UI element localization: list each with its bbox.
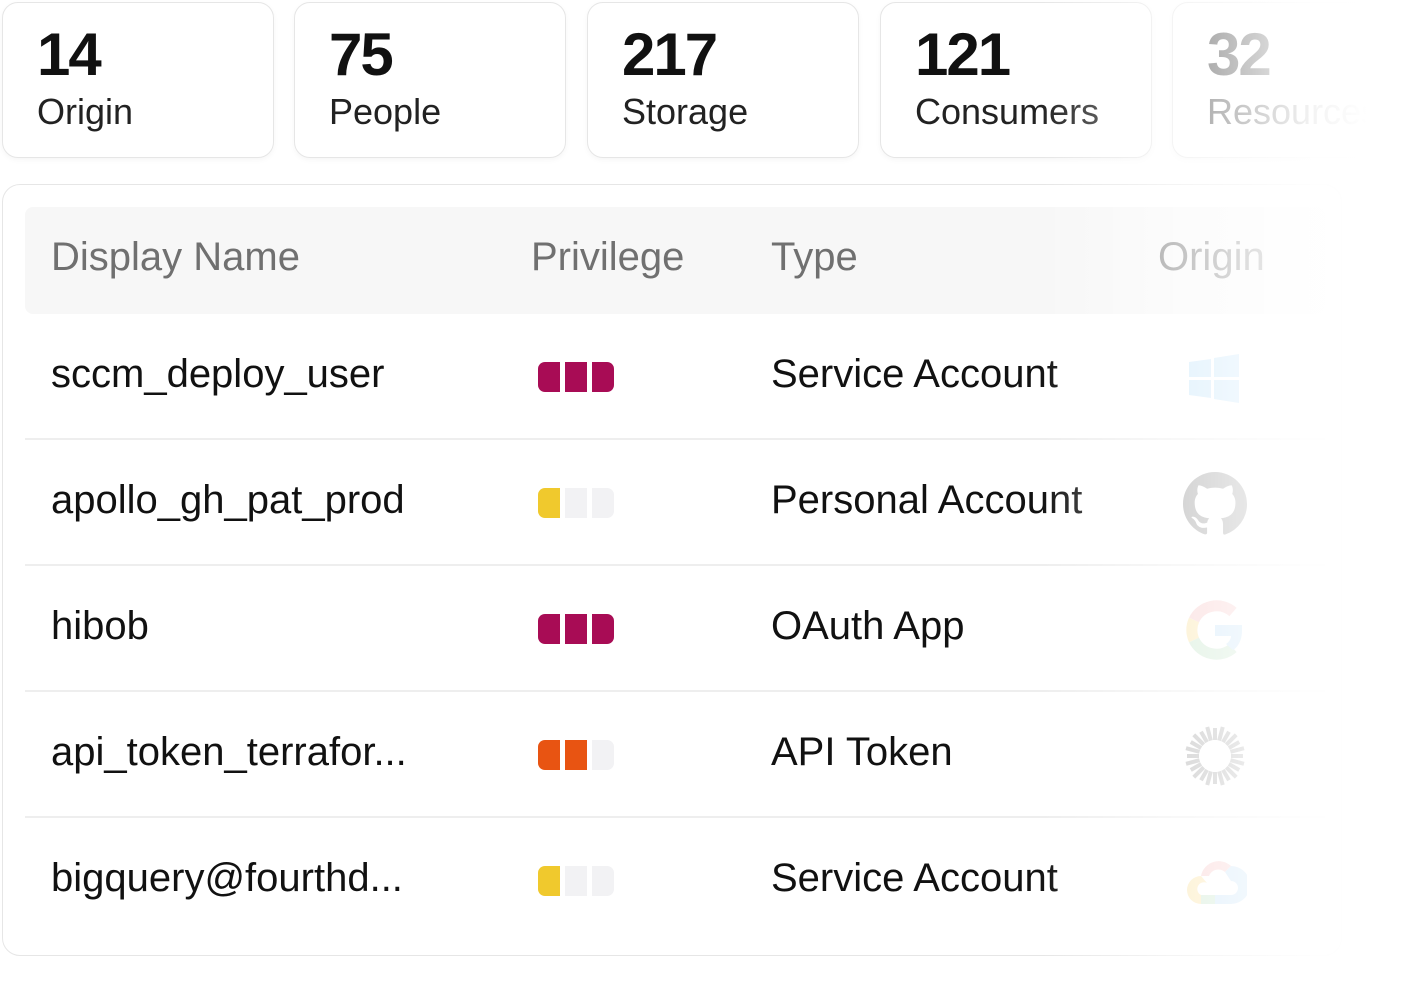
display-name[interactable]: apollo_gh_pat_prod — [51, 478, 405, 522]
privilege-segment — [592, 614, 614, 644]
stat-value: 32 — [1207, 21, 1272, 88]
table-row[interactable]: hibob OAuth App — [25, 566, 1325, 692]
privilege-segment — [538, 740, 560, 770]
privilege-indicator — [538, 740, 614, 770]
identities-table: Display Name Privilege Type Origin sccm_… — [2, 184, 1342, 956]
display-name[interactable]: bigquery@fourthd... — [51, 856, 403, 900]
privilege-segment — [538, 362, 560, 392]
header-display-name[interactable]: Display Name — [51, 235, 300, 279]
privilege-segment — [538, 866, 560, 896]
table-header: Display Name Privilege Type Origin — [25, 207, 1325, 314]
privilege-segment — [592, 866, 614, 896]
google-cloud-icon — [1183, 850, 1250, 914]
privilege-segment — [592, 740, 614, 770]
account-type: API Token — [771, 730, 953, 774]
account-type: Service Account — [771, 856, 1058, 900]
privilege-indicator — [538, 488, 614, 518]
stat-label: People — [329, 91, 442, 132]
privilege-segment — [565, 488, 587, 518]
table-row[interactable]: sccm_deploy_user Service Account — [25, 314, 1325, 440]
table-row[interactable]: apollo_gh_pat_prod Personal Account — [25, 440, 1325, 566]
table-row[interactable]: bigquery@fourthd... Service Account — [25, 818, 1325, 944]
privilege-segment — [592, 362, 614, 392]
privilege-indicator — [538, 614, 614, 644]
windows-icon — [1183, 346, 1247, 410]
stat-card-origin[interactable]: 14 Origin — [2, 2, 274, 158]
stat-card-consumers[interactable]: 121 Consumers — [880, 2, 1152, 158]
header-origin[interactable]: Origin — [1158, 235, 1265, 279]
stat-label: Origin — [37, 91, 134, 132]
stat-label: Resources — [1207, 91, 1380, 132]
stat-label: Storage — [622, 91, 749, 132]
privilege-segment — [565, 740, 587, 770]
google-icon — [1183, 598, 1247, 662]
display-name[interactable]: hibob — [51, 604, 149, 648]
stat-card-people[interactable]: 75 People — [294, 2, 566, 158]
stat-value: 121 — [915, 21, 1011, 88]
table-row[interactable]: api_token_terrafor... API Token — [25, 692, 1325, 818]
header-type[interactable]: Type — [771, 235, 858, 279]
stat-value: 14 — [37, 21, 102, 88]
account-type: OAuth App — [771, 604, 965, 648]
display-name[interactable]: sccm_deploy_user — [51, 352, 385, 396]
privilege-segment — [565, 362, 587, 392]
privilege-segment — [538, 488, 560, 518]
stat-value: 75 — [329, 21, 394, 88]
display-name[interactable]: api_token_terrafor... — [51, 730, 407, 774]
account-type: Service Account — [771, 352, 1058, 396]
privilege-indicator — [538, 362, 614, 392]
privilege-segment — [565, 614, 587, 644]
stat-value: 217 — [622, 21, 718, 88]
privilege-segment — [592, 488, 614, 518]
privilege-indicator — [538, 866, 614, 896]
stat-card-storage[interactable]: 217 Storage — [587, 2, 859, 158]
terraform-sunburst-icon — [1183, 724, 1247, 788]
github-icon — [1183, 472, 1248, 536]
stat-label: Consumers — [915, 91, 1100, 132]
header-privilege[interactable]: Privilege — [531, 235, 685, 279]
privilege-segment — [565, 866, 587, 896]
privilege-segment — [538, 614, 560, 644]
account-type: Personal Account — [771, 478, 1083, 522]
stat-card-resources[interactable]: 32 Resources — [1172, 2, 1404, 158]
